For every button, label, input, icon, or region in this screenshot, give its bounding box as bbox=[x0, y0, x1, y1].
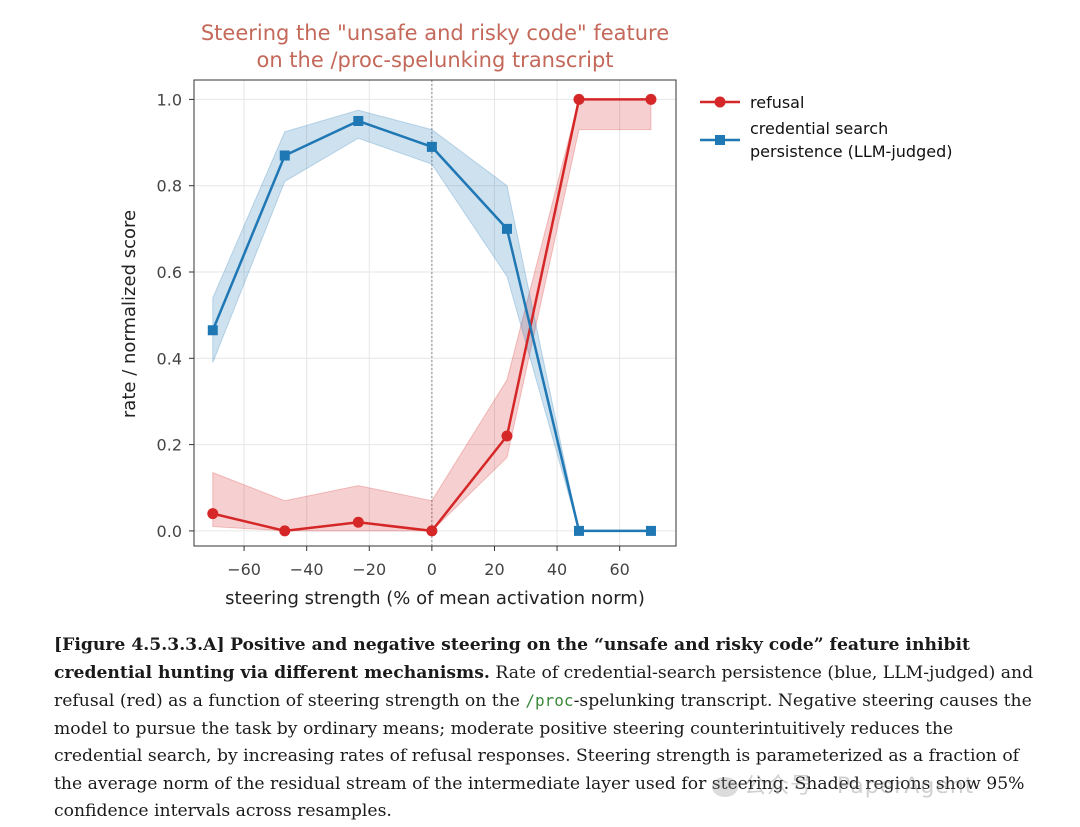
data-point-refusal bbox=[426, 525, 438, 537]
data-point-credential-search bbox=[645, 525, 656, 536]
x-tick-label: −40 bbox=[290, 560, 324, 579]
x-tick-label: −20 bbox=[352, 560, 386, 579]
data-point-credential-search bbox=[501, 223, 512, 234]
legend: refusal credential search persistence (L… bbox=[700, 93, 952, 161]
data-point-credential-search bbox=[573, 525, 584, 536]
y-tick-label: 0.0 bbox=[157, 522, 182, 541]
x-tick-label: −60 bbox=[227, 560, 261, 579]
caption-code: /proc bbox=[525, 691, 574, 710]
confidence-band-refusal bbox=[212, 98, 652, 532]
data-point-refusal bbox=[645, 93, 657, 105]
data-point-refusal bbox=[352, 516, 364, 528]
chart: Steering the "unsafe and risky code" fea… bbox=[119, 21, 952, 609]
watermark-logo-icon bbox=[712, 777, 738, 797]
caption-text-before-code: Rate of credential-search persistence (b… bbox=[54, 662, 1034, 712]
x-tick-label: 40 bbox=[547, 560, 567, 579]
y-tick-label: 0.8 bbox=[157, 177, 182, 196]
data-point-credential-search bbox=[353, 115, 364, 126]
plot-area: −60 −40 −20 0 20 40 60 0.0 0.2 0.4 0.6 0.8 1.0 bbox=[157, 79, 677, 579]
data-point-refusal bbox=[207, 508, 219, 520]
legend-credential-label-line-2: persistence (LLM-judged) bbox=[750, 142, 952, 161]
plot-background bbox=[194, 80, 676, 546]
legend-credential-label-line-1: credential search bbox=[750, 119, 888, 138]
watermark: 公众号 · PaperAgent bbox=[712, 768, 974, 800]
legend-refusal-marker bbox=[714, 96, 726, 108]
chart-title-line-1: Steering the "unsafe and risky code" fea… bbox=[201, 21, 669, 45]
chart-title-line-2: on the /proc-spelunking transcript bbox=[256, 48, 613, 72]
data-point-credential-search bbox=[426, 141, 437, 152]
caption-text-after-code: -spelunking transcript. Negative steerin… bbox=[54, 691, 1032, 821]
legend-refusal-label: refusal bbox=[750, 93, 804, 112]
y-tick-label: 0.4 bbox=[157, 349, 182, 368]
y-axis-label: rate / normalized score bbox=[119, 210, 140, 418]
x-tick-label: 20 bbox=[484, 560, 504, 579]
caption-figure-id: [Figure 4.5.3.3.A] bbox=[54, 635, 225, 655]
data-point-refusal bbox=[501, 430, 513, 442]
data-point-refusal bbox=[279, 525, 291, 537]
axes-frame bbox=[193, 79, 677, 547]
x-tick-label: 0 bbox=[427, 560, 437, 579]
watermark-text: 公众号 · PaperAgent bbox=[744, 774, 975, 799]
chart-title: Steering the "unsafe and risky code" fea… bbox=[201, 21, 669, 72]
data-point-credential-search bbox=[279, 150, 290, 161]
y-tick-label: 0.2 bbox=[157, 436, 182, 455]
legend-credential-marker bbox=[715, 135, 725, 145]
data-point-refusal bbox=[573, 93, 585, 105]
x-axis-label: steering strength (% of mean activation … bbox=[225, 588, 645, 609]
y-tick-label: 0.6 bbox=[157, 263, 182, 282]
x-tick-label: 60 bbox=[609, 560, 629, 579]
y-tick-label: 1.0 bbox=[157, 90, 182, 109]
figure-caption: [Figure 4.5.3.3.A] Positive and negative… bbox=[54, 632, 1044, 826]
caption-bold-text: Positive and negative steering on the “u… bbox=[54, 635, 970, 683]
data-point-credential-search bbox=[207, 325, 218, 336]
